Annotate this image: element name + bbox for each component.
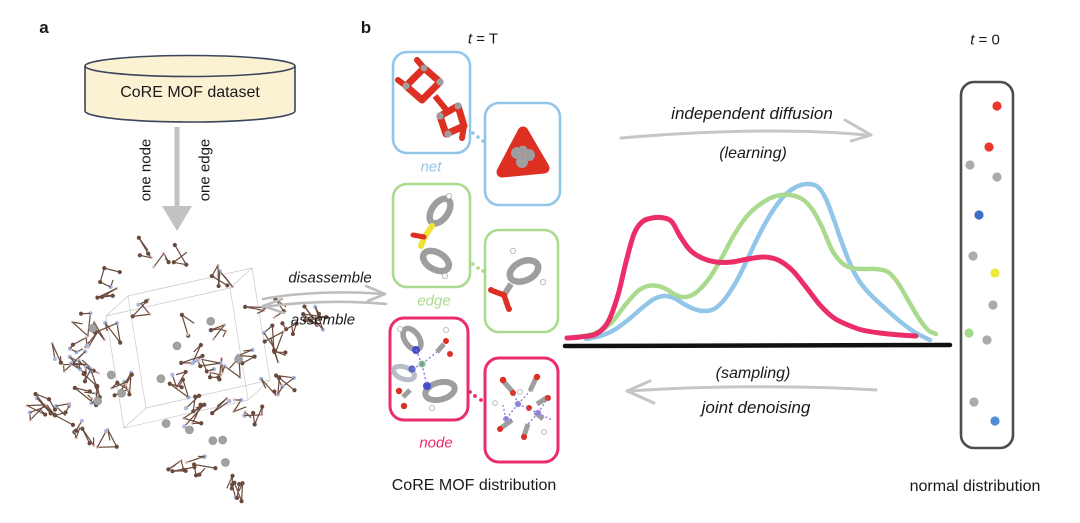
noise-dot — [988, 300, 998, 310]
node-box-1 — [388, 316, 470, 422]
edge-box-2 — [483, 228, 560, 334]
noise-dot — [964, 328, 974, 338]
time-0-rest: = 0 — [974, 31, 1000, 49]
net-label: net — [420, 158, 442, 176]
noise-dot — [982, 335, 992, 345]
node-label: node — [419, 434, 453, 452]
dataset-label: CoRE MOF dataset — [120, 84, 260, 101]
panel-a-label: a — [39, 18, 49, 37]
normal-distribution-caption: normal distribution — [909, 478, 1041, 495]
dataset-cylinder — [84, 54, 296, 123]
node-box-2 — [483, 356, 560, 464]
time-0-var: t — [970, 31, 975, 49]
edge-box-1 — [391, 182, 472, 289]
node-fragment-graphic — [390, 325, 458, 411]
core-mof-distribution-caption: CoRE MOF distribution — [391, 477, 557, 494]
noise-dot — [965, 160, 975, 170]
noise-dot — [992, 101, 1002, 111]
disassemble-arrow — [261, 284, 387, 303]
independent-diffusion-label: independent diffusion — [671, 104, 833, 123]
time-0-label: t = 0 — [970, 32, 1000, 49]
noise-dot — [969, 397, 979, 407]
time-T-label: t = T — [468, 31, 498, 48]
curve-node — [564, 214, 919, 341]
sampling-label: (sampling) — [715, 365, 791, 382]
curve-edge — [567, 192, 939, 341]
disassemble-label: disassemble — [288, 269, 372, 287]
node-dotted-connector — [468, 390, 483, 402]
distribution-baseline — [562, 342, 953, 349]
mof-crystal-structure — [25, 235, 329, 504]
net-box-1 — [391, 50, 472, 155]
noise-dot — [984, 142, 994, 152]
noise-dots — [964, 101, 1002, 426]
noise-dot — [974, 210, 984, 220]
net-fragment-graphic — [395, 57, 468, 141]
one-node-label: one node — [137, 138, 155, 202]
net-node-graphic — [496, 126, 550, 178]
one-edge-label: one edge — [196, 138, 214, 202]
distribution-curves — [564, 181, 939, 343]
net-dotted-connector — [471, 131, 485, 143]
edge-label: edge — [417, 292, 451, 310]
curve-net — [583, 181, 933, 343]
normal-distribution-box — [959, 80, 1015, 450]
edge-molecule-graphic — [488, 247, 547, 312]
edge-fragment-graphic — [410, 192, 454, 280]
reverse-denoising-arrow — [625, 379, 878, 405]
net-box-2 — [483, 101, 562, 207]
down-arrow — [162, 127, 192, 231]
time-T-var: t — [467, 30, 473, 48]
time-T-rest: = T — [472, 30, 499, 48]
noise-dot — [990, 416, 1000, 426]
forward-diffusion-arrow — [619, 118, 873, 143]
noise-dot — [968, 251, 978, 261]
assemble-arrow — [261, 297, 388, 315]
panel-b-label: b — [360, 18, 372, 37]
edge-dotted-connector — [471, 262, 485, 273]
learning-label: (learning) — [719, 145, 787, 162]
assemble-label: assemble — [290, 311, 356, 329]
noise-dot — [992, 172, 1002, 182]
node-cluster-graphic — [492, 373, 553, 440]
joint-denoising-label: joint denoising — [701, 398, 811, 417]
noise-dot — [990, 268, 1000, 278]
